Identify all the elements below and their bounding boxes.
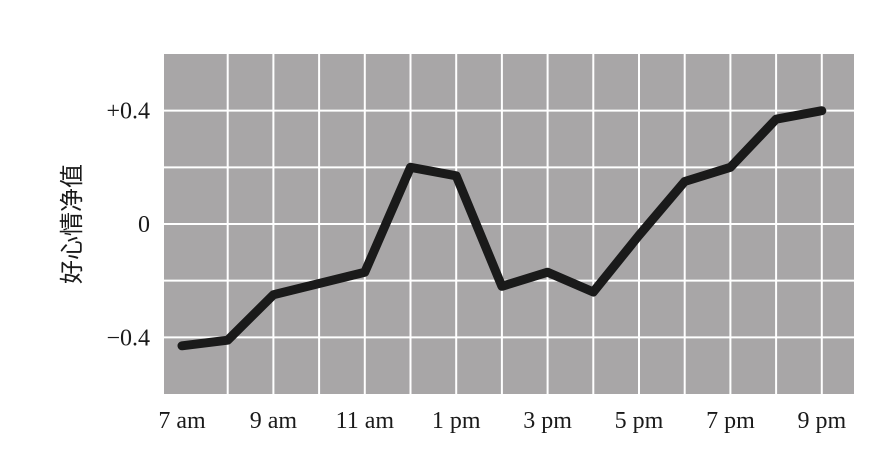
- x-tick-label: 11 am: [336, 408, 395, 434]
- grid-lines: [164, 54, 854, 394]
- x-tick-label: 1 pm: [432, 408, 481, 434]
- series-line: [177, 106, 827, 351]
- x-tick-label: 3 pm: [523, 408, 572, 434]
- y-tick-label: −0.4: [106, 325, 150, 351]
- x-tick-label: 9 pm: [797, 408, 846, 434]
- x-tick-label: 9 am: [250, 408, 298, 434]
- y-axis-title: 好心情净值: [58, 164, 86, 284]
- y-tick-label: +0.4: [106, 99, 150, 125]
- y-tick-label: 0: [138, 212, 150, 238]
- x-tick-label: 5 pm: [615, 408, 664, 434]
- x-tick-label: 7 pm: [706, 408, 755, 434]
- y-tick-labels: +0.4 0 −0.4: [106, 99, 150, 352]
- x-tick-labels: 7 am 9 am 11 am 1 pm 3 pm 5 pm 7 pm 9 pm: [158, 408, 846, 434]
- x-tick-label: 7 am: [158, 408, 206, 434]
